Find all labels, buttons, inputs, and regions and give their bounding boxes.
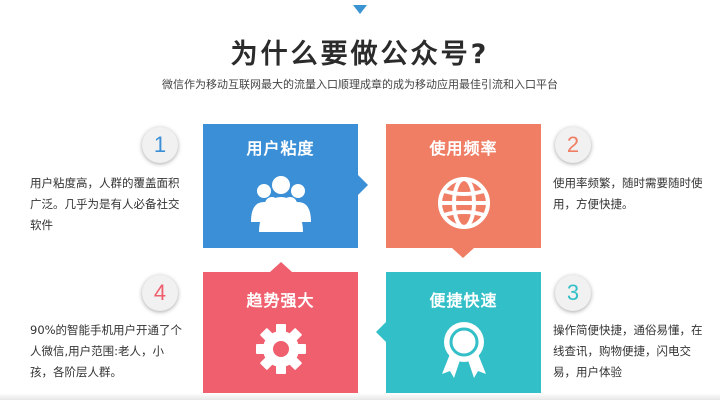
tile-label: 便捷快速 xyxy=(429,291,498,310)
tile-usage-frequency: 使用频率 xyxy=(386,124,541,248)
badge-number-4: 4 xyxy=(142,275,178,311)
point-3-description: 操作简便快捷，通俗易懂，在线查讯，购物便捷，闪电交易，用户体验 xyxy=(553,323,703,379)
tile-label: 用户粘度 xyxy=(246,139,315,158)
point-2-description: 使用率频繁，随时需要随时使用，方便快捷。 xyxy=(553,176,703,211)
globe-icon xyxy=(437,177,490,229)
users-group-icon xyxy=(250,176,311,232)
point-4-description: 90%的智能手机用户开通了个人微信,用户范围:老人，小孩，各阶层人群。 xyxy=(30,323,183,379)
point-1-description: 用户粘度高，人群的覆盖面积广泛。几乎为是有人必备社交软件 xyxy=(30,176,180,232)
gear-icon xyxy=(255,324,306,374)
tile-label: 趋势强大 xyxy=(246,291,315,310)
tile-arrow-up xyxy=(270,262,292,272)
tile-strong-trend: 趋势强大 xyxy=(203,272,358,396)
tile-arrow-down xyxy=(452,248,474,258)
bottom-shadow xyxy=(0,393,720,400)
badge-number-2: 2 xyxy=(555,127,591,163)
award-medal-icon xyxy=(441,322,486,378)
badge-number-3: 3 xyxy=(555,275,591,311)
tile-arrow-left xyxy=(376,322,386,342)
top-marker-triangle xyxy=(353,5,367,14)
tile-label: 使用频率 xyxy=(429,139,498,158)
badge-number-1: 1 xyxy=(142,127,178,163)
tile-convenient-fast: 便捷快速 xyxy=(386,272,541,396)
tile-arrow-right xyxy=(358,175,368,195)
page-subtitle: 微信作为移动互联网最大的流量入口顺理成章的成为移动应用最佳引流和入口平台 xyxy=(162,78,558,91)
page-title: 为什么要做公众号? xyxy=(230,39,490,70)
tile-user-stickiness: 用户粘度 xyxy=(203,124,358,248)
